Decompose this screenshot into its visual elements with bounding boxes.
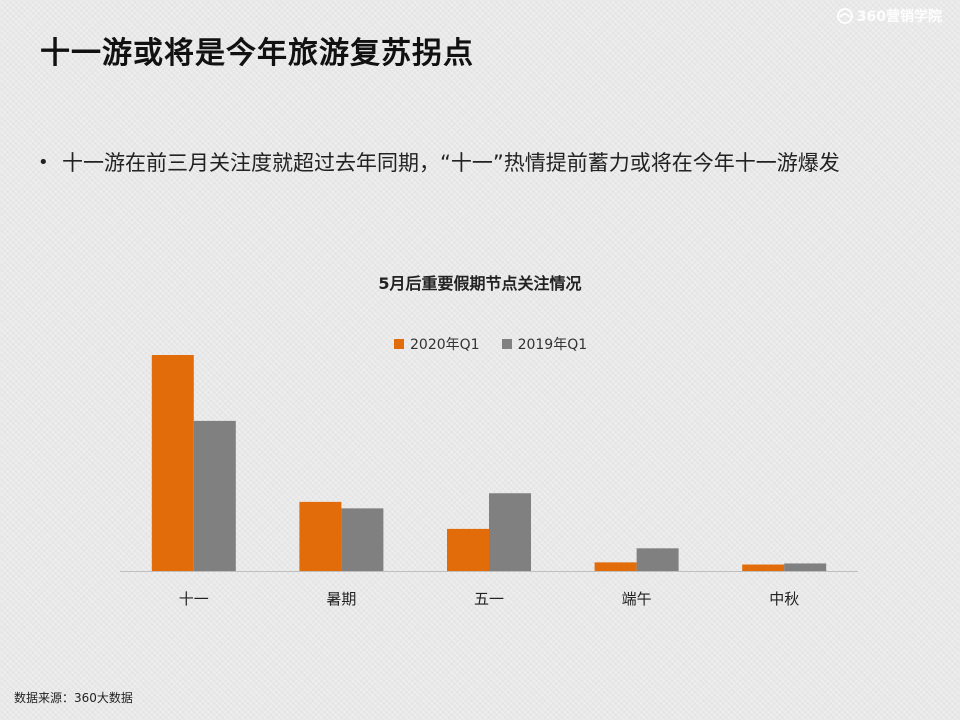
- bullet-point: • 十一游在前三月关注度就超过去年同期，“十一”热情提前蓄力或将在今年十一游爆发: [38, 144, 918, 182]
- bar-2020-3: [594, 562, 637, 571]
- bar-2019-2: [489, 493, 531, 571]
- bullet-dot: •: [38, 152, 49, 173]
- legend-item-2019: 2019年Q1: [501, 334, 588, 354]
- bar-2020-1: [299, 501, 342, 571]
- legend-label-2019: 2019年Q1: [517, 337, 588, 353]
- chart-title: 5月后重要假期节点关注情况: [378, 274, 582, 293]
- chart-legend: 2020年Q1 2019年Q1: [394, 334, 587, 354]
- x-tick-label-1: 暑期: [326, 590, 356, 608]
- legend-swatch-2019: [501, 339, 512, 349]
- brand-text: 360营销学院: [856, 9, 942, 25]
- legend-label-2020: 2020年Q1: [410, 337, 480, 353]
- x-tick-label-0: 十一: [179, 590, 209, 608]
- bar-2019-3: [636, 548, 679, 571]
- x-tick-label-4: 中秋: [769, 590, 799, 608]
- bar-2020-0: [151, 355, 194, 571]
- x-tick-label-2: 五一: [474, 590, 504, 608]
- brand-logo: 360营销学院: [836, 6, 942, 26]
- x-tick-label-3: 端午: [622, 590, 652, 608]
- page-title: 十一游或将是今年旅游复苏拐点: [40, 36, 474, 71]
- brand-icon: [836, 8, 853, 24]
- bar-2019-1: [341, 508, 384, 571]
- bar-2019-0: [193, 420, 236, 571]
- data-source: 数据来源：360大数据: [14, 691, 133, 705]
- legend-swatch-2020: [394, 339, 404, 349]
- bar-2019-4: [784, 563, 827, 571]
- bullet-text: 十一游在前三月关注度就超过去年同期，“十一”热情提前蓄力或将在今年十一游爆发: [62, 151, 840, 175]
- bar-2020-4: [742, 564, 785, 571]
- bar-2020-2: [447, 528, 489, 571]
- legend-item-2020: 2020年Q1: [394, 334, 480, 354]
